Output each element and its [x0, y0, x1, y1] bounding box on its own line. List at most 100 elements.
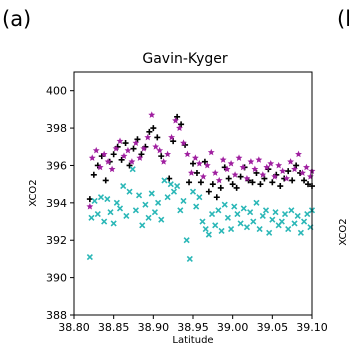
data-point-x — [301, 218, 308, 225]
data-point-x — [104, 196, 111, 203]
data-point-star — [128, 158, 136, 165]
data-point-x — [189, 188, 197, 195]
data-point-x — [86, 253, 93, 261]
x-tick-label: 38.80 — [58, 321, 90, 334]
y-tick-label: 394 — [46, 197, 67, 210]
data-point-star — [219, 156, 227, 163]
data-point-x — [126, 188, 133, 195]
x-tick-label: 38.85 — [98, 321, 130, 334]
data-point-star — [100, 150, 108, 158]
data-point-x — [208, 210, 216, 218]
data-point-plus — [229, 181, 236, 188]
data-point-star — [283, 174, 291, 182]
data-point-x — [281, 210, 289, 218]
data-point-x — [259, 212, 266, 219]
data-point-x — [167, 181, 174, 188]
data-point-star — [112, 145, 120, 152]
data-point-star — [271, 173, 279, 180]
data-point-x — [177, 207, 184, 214]
data-point-x — [262, 207, 270, 214]
data-point-x — [199, 218, 206, 225]
data-point-star — [132, 139, 140, 146]
data-point-plus — [201, 158, 208, 165]
data-point-x — [256, 225, 263, 233]
data-point-x — [272, 209, 279, 216]
data-point-star — [267, 159, 275, 167]
data-point-x — [116, 205, 124, 212]
data-point-plus — [154, 134, 161, 141]
data-point-x — [196, 194, 203, 201]
data-point-star — [172, 117, 179, 124]
data-point-plus — [186, 179, 193, 186]
data-point-x — [253, 199, 260, 206]
data-point-x — [234, 210, 241, 218]
data-point-x — [294, 212, 301, 219]
data-point-star — [92, 146, 100, 154]
data-point-x — [237, 220, 244, 227]
data-point-x — [250, 218, 257, 225]
data-point-star — [243, 174, 251, 182]
data-point-star — [120, 152, 128, 160]
data-point-star — [215, 176, 223, 184]
data-point-x — [205, 231, 212, 238]
data-point-x — [129, 166, 136, 173]
data-point-x — [218, 227, 225, 234]
data-point-star — [124, 146, 132, 154]
data-point-star — [191, 154, 199, 161]
data-point-plus — [193, 169, 200, 176]
x-tick-label: 39.00 — [217, 321, 249, 334]
data-point-x — [183, 237, 190, 244]
data-point-star — [251, 165, 259, 173]
data-point-plus — [158, 153, 165, 160]
data-point-x — [151, 209, 158, 216]
data-point-star — [136, 154, 144, 161]
data-point-plus — [90, 171, 97, 178]
y-tick-label: 400 — [46, 85, 67, 98]
data-point-star — [148, 111, 156, 118]
data-point-plus — [118, 156, 125, 163]
data-point-star — [299, 169, 306, 176]
data-point-plus — [277, 183, 284, 190]
x-tick-label: 39.10 — [296, 321, 328, 334]
data-point-x — [243, 224, 251, 231]
chart-title: Gavin-Kyger — [142, 51, 227, 67]
data-point-x — [285, 225, 292, 233]
data-point-star — [303, 163, 310, 171]
data-point-x — [202, 225, 209, 233]
data-point-star — [231, 171, 239, 178]
data-point-star — [291, 165, 298, 173]
data-point-star — [275, 161, 283, 169]
data-point-x — [212, 222, 219, 229]
data-point-plus — [289, 177, 296, 184]
data-point-plus — [178, 121, 185, 128]
data-point-plus — [301, 177, 308, 184]
x-tick-label: 38.90 — [138, 321, 170, 334]
data-point-star — [279, 167, 287, 174]
x-tick-label: 38.95 — [177, 321, 209, 334]
data-point-x — [164, 194, 171, 201]
data-point-star — [140, 145, 148, 152]
data-point-plus — [269, 179, 276, 186]
data-point-star — [199, 173, 207, 180]
panel-label: (a) — [2, 7, 31, 31]
data-point-x — [135, 192, 143, 199]
data-point-star — [239, 163, 247, 171]
data-point-x — [142, 201, 149, 208]
data-point-x — [158, 216, 165, 223]
data-point-x — [120, 182, 127, 190]
data-point-plus — [233, 184, 240, 191]
data-point-x — [97, 194, 105, 201]
y-axis-ticks: 388 390 392 394 396 398 400 — [46, 85, 74, 322]
data-point-plus — [285, 168, 292, 175]
data-point-star — [164, 150, 172, 158]
next-panel-ylabel-fragment: XCO2 — [338, 218, 349, 245]
x-tick-label: 39.05 — [257, 321, 289, 334]
data-point-star — [295, 150, 302, 158]
data-point-plus — [98, 153, 105, 160]
data-point-x — [94, 210, 101, 218]
data-point-x — [228, 225, 235, 233]
data-point-x — [132, 207, 139, 214]
data-point-star — [255, 156, 263, 163]
data-point-x — [288, 207, 295, 214]
